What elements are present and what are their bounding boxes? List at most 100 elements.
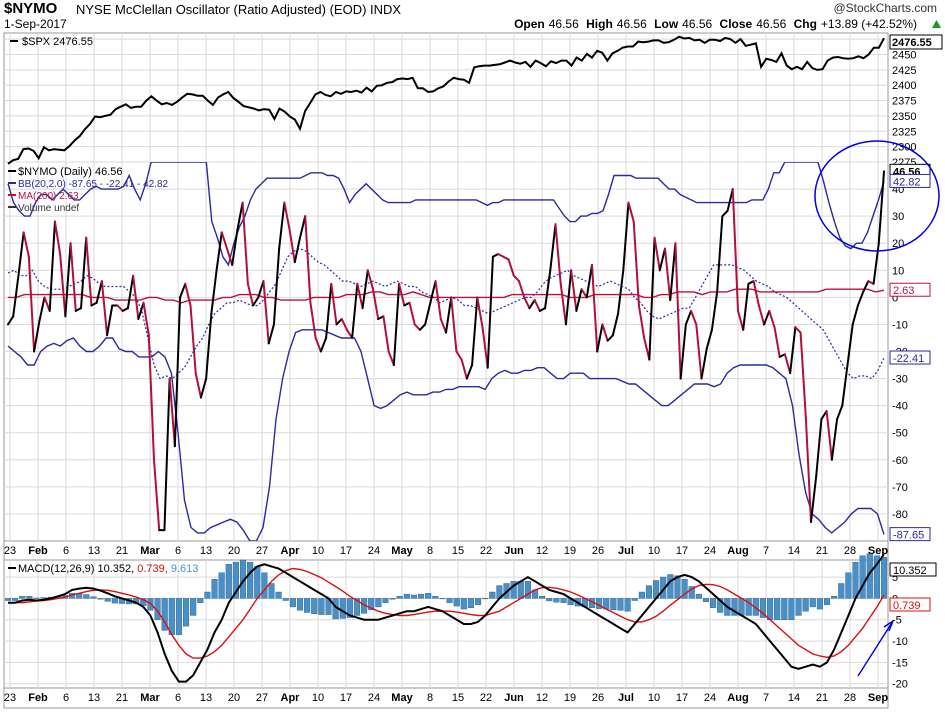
macd-histogram-bar: [33, 597, 40, 599]
macd-histogram-bar: [368, 598, 375, 611]
x-tick-label-upper: Apr: [281, 545, 301, 557]
x-tick-label-upper: 24: [368, 545, 380, 557]
x-tick-label-upper: 19: [564, 545, 576, 557]
nymo-line-segment: [544, 269, 552, 310]
nymo-line-segment: [194, 372, 202, 399]
x-tick-label-lower: 8: [427, 692, 433, 704]
y-tick-label: -70: [892, 482, 908, 494]
y-tick-label: -10: [892, 319, 908, 331]
nymo-line-segment: [351, 282, 359, 339]
macd-histogram-bar: [104, 598, 111, 602]
nymo-line-segment: [710, 290, 719, 331]
nymo-line-segment: [643, 336, 651, 361]
ticker-symbol: $NYMO: [4, 0, 58, 17]
nymo-line-segment: [147, 334, 155, 461]
nymo-line-segment: [12, 274, 20, 318]
nymo-line-segment: [53, 220, 62, 256]
x-tick-label-lower: May: [391, 692, 413, 704]
x-tick-label-upper: 12: [536, 545, 548, 557]
macd-signal-line: [8, 567, 885, 659]
x-tick-label-upper: 10: [312, 545, 324, 557]
macd-histogram-bar: [425, 593, 432, 599]
macd-histogram-bar: [339, 598, 346, 619]
nymo-value-label: -87.65: [893, 530, 924, 542]
macd-histogram-bar: [774, 598, 781, 620]
nymo-line-segment: [570, 269, 578, 312]
macd-histogram-bar: [211, 579, 218, 599]
x-tick-label-upper: Mar: [140, 545, 160, 557]
x-tick-label-lower: 21: [116, 692, 128, 704]
macd-histogram-bar: [546, 598, 553, 602]
nymo-line-segment: [512, 274, 520, 283]
x-tick-label-lower: 17: [340, 692, 352, 704]
nymo-line-segment: [314, 336, 322, 353]
nymo-line-segment: [601, 323, 609, 342]
nymo-line-segment: [304, 215, 312, 304]
macd-histogram-bar: [90, 596, 97, 599]
nymo-line-segment: [627, 201, 635, 223]
panel-frame-1: [3, 32, 889, 163]
y-tick-label: 2450: [892, 50, 916, 62]
macd-line: [8, 553, 885, 683]
x-tick-label-upper: 26: [592, 545, 604, 557]
spx-price-line: [7, 35, 885, 165]
x-axis-strip-upper: [3, 540, 889, 561]
macd-histogram-bar: [268, 583, 275, 599]
nymo-line-segment: [272, 247, 281, 326]
nymo-line-segment: [168, 377, 176, 448]
y-tick-label: -5: [892, 615, 902, 627]
macd-histogram-bar: [389, 598, 396, 600]
y-tick-label: 5: [892, 572, 898, 584]
macd-histogram-bar: [453, 598, 460, 607]
macd-histogram-bar: [197, 598, 204, 603]
nymo-line-segment: [810, 475, 818, 524]
macd-histogram-bar: [795, 598, 802, 616]
y-tick-label: 2325: [892, 126, 916, 138]
macd-histogram-bar: [353, 598, 361, 616]
y-tick-label: 2375: [892, 96, 916, 108]
nymo-line-segment: [330, 282, 338, 326]
nymo-line-segment: [669, 242, 677, 302]
macd-histogram-bar: [403, 593, 410, 599]
nymo-line-segment: [246, 282, 255, 307]
x-tick-label-lower: 13: [200, 692, 212, 704]
macd-histogram-bar: [19, 596, 26, 599]
x-tick-label-lower: 21: [816, 692, 828, 704]
x-tick-label-upper: May: [391, 545, 413, 557]
macd-histogram-bar: [717, 598, 724, 613]
x-tick-label-upper: 23: [4, 545, 16, 557]
spx-legend-label: $SPX 2476.55: [22, 36, 93, 48]
nymo-line-segment: [132, 274, 140, 321]
nymo-value-label: -22.41: [893, 353, 924, 365]
nymo-line-segment: [460, 358, 468, 380]
nymo-line-segment: [564, 269, 573, 326]
x-tick-label-lower: 13: [88, 692, 100, 704]
macd-histogram-bar: [40, 597, 47, 599]
nymo-line-segment: [465, 364, 474, 380]
close-value: 46.56: [756, 17, 787, 31]
macd-histogram-bar: [83, 594, 90, 599]
macd-histogram-bar: [204, 591, 211, 599]
nymo-line-segment: [137, 301, 145, 321]
x-tick-label-upper: 20: [228, 545, 240, 557]
macd-histogram-bar: [702, 598, 709, 603]
nymo-line-segment: [731, 188, 739, 312]
stockcharts-logo[interactable]: @StockCharts.com: [833, 1, 937, 15]
nymo-line-segment: [705, 328, 713, 350]
x-tick-label-upper: 28: [844, 545, 856, 557]
nymo-line-segment: [163, 377, 171, 532]
low-label: Low: [654, 17, 679, 31]
spx-last-value: 2476.55: [892, 37, 932, 49]
nymo-value-box: [889, 173, 931, 188]
nymo-line-segment: [283, 201, 291, 231]
macd-histogram-bar: [738, 598, 745, 616]
x-tick-label-lower: 20: [228, 692, 240, 704]
nymo-line-segment: [205, 312, 213, 380]
nymo-line-segment: [439, 318, 447, 334]
macd-histogram-bar: [482, 598, 489, 600]
index-name: NYSE McClellan Oscillator (Ratio Adjuste…: [76, 2, 402, 17]
x-tick-label-upper: 6: [63, 545, 69, 557]
nymo-line-segment: [846, 323, 854, 367]
x-tick-label-lower: 24: [704, 692, 716, 704]
